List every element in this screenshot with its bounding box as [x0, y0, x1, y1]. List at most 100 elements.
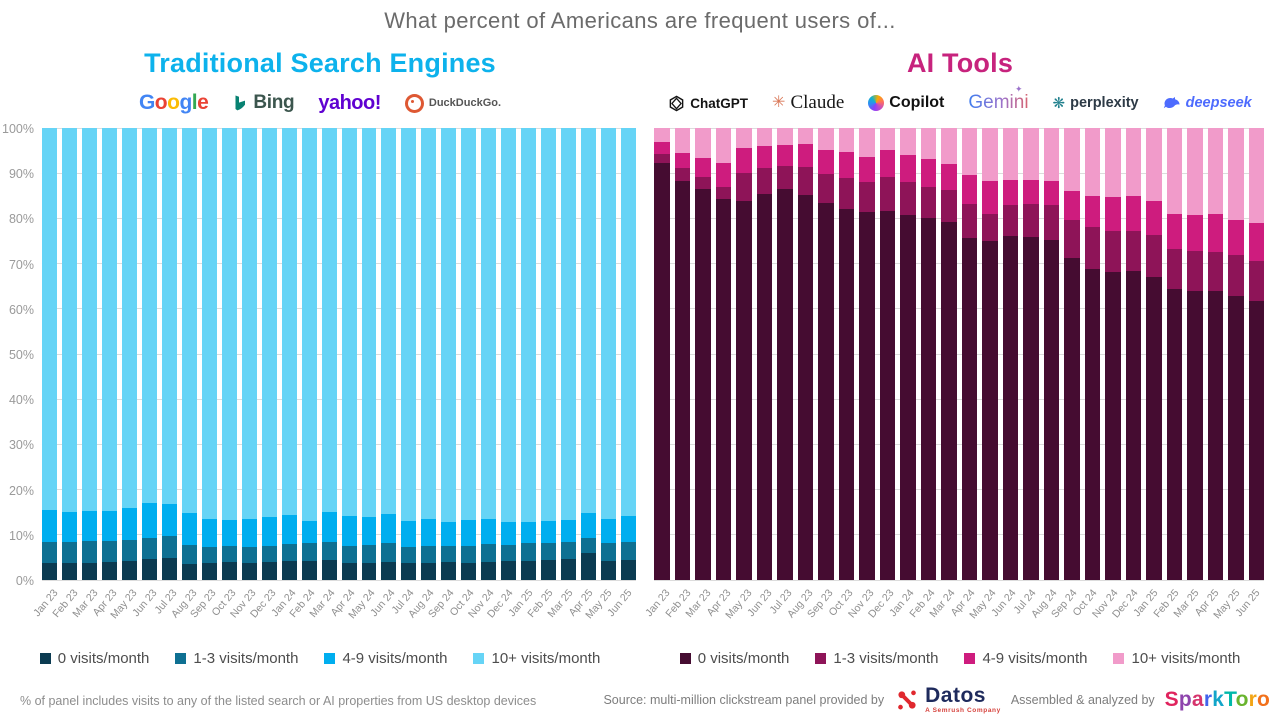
bar-segment[interactable]: [241, 519, 257, 547]
bar-segment[interactable]: [1043, 204, 1059, 241]
bar-segment[interactable]: [838, 128, 854, 153]
stacked-bar-May-24[interactable]: [361, 128, 377, 580]
bar-segment[interactable]: [1228, 295, 1244, 580]
bar-segment[interactable]: [1228, 128, 1244, 221]
bar-segment[interactable]: [181, 564, 197, 580]
bar-segment[interactable]: [81, 540, 97, 563]
bar-segment[interactable]: [301, 520, 317, 544]
bar-segment[interactable]: [81, 562, 97, 580]
bar-segment[interactable]: [541, 560, 557, 580]
bar-segment[interactable]: [654, 142, 670, 155]
stacked-bar-Mar-25[interactable]: [1187, 128, 1203, 580]
bar-segment[interactable]: [241, 546, 257, 563]
bar-segment[interactable]: [561, 559, 577, 580]
bar-segment[interactable]: [481, 561, 497, 580]
bar-segment[interactable]: [1064, 257, 1080, 580]
bar-segment[interactable]: [181, 513, 197, 546]
bar-segment[interactable]: [920, 186, 936, 218]
bar-segment[interactable]: [1064, 220, 1080, 258]
bar-segment[interactable]: [501, 128, 517, 522]
stacked-bar-Apr-23[interactable]: [101, 128, 117, 580]
stacked-bar-Feb-25[interactable]: [1166, 128, 1182, 580]
stacked-bar-Aug-24[interactable]: [421, 128, 437, 580]
bar-segment[interactable]: [674, 180, 690, 580]
bar-segment[interactable]: [715, 128, 731, 164]
bar-segment[interactable]: [674, 168, 690, 181]
bar-segment[interactable]: [221, 519, 237, 547]
stacked-bar-Jun-24[interactable]: [1002, 128, 1018, 580]
bar-segment[interactable]: [695, 128, 711, 159]
bar-segment[interactable]: [818, 150, 834, 175]
bar-segment[interactable]: [81, 510, 97, 541]
bar-segment[interactable]: [321, 128, 337, 512]
bar-segment[interactable]: [341, 128, 357, 516]
bar-segment[interactable]: [859, 181, 875, 212]
bar-segment[interactable]: [941, 164, 957, 190]
stacked-bar-Sep-24[interactable]: [1064, 128, 1080, 580]
bar-segment[interactable]: [695, 189, 711, 580]
bar-segment[interactable]: [561, 541, 577, 560]
bar-segment[interactable]: [1023, 237, 1039, 580]
bar-segment[interactable]: [341, 546, 357, 564]
bar-segment[interactable]: [695, 158, 711, 177]
bar-segment[interactable]: [961, 203, 977, 239]
bar-segment[interactable]: [301, 561, 317, 580]
bar-segment[interactable]: [61, 563, 77, 580]
stacked-bar-Oct-24[interactable]: [1084, 128, 1100, 580]
bar-segment[interactable]: [261, 561, 277, 580]
bar-segment[interactable]: [736, 128, 752, 149]
bar-segment[interactable]: [381, 561, 397, 580]
stacked-bar-Jul-24[interactable]: [1023, 128, 1039, 580]
bar-segment[interactable]: [1043, 180, 1059, 205]
bar-segment[interactable]: [736, 173, 752, 201]
bar-segment[interactable]: [401, 563, 417, 580]
bar-segment[interactable]: [797, 144, 813, 167]
stacked-bar-Oct-23[interactable]: [221, 128, 237, 580]
bar-segment[interactable]: [674, 128, 690, 154]
stacked-bar-Apr-24[interactable]: [341, 128, 357, 580]
bar-segment[interactable]: [982, 128, 998, 181]
bar-segment[interactable]: [621, 541, 637, 561]
bar-segment[interactable]: [797, 194, 813, 580]
bar-segment[interactable]: [101, 128, 117, 512]
bar-segment[interactable]: [1187, 290, 1203, 580]
bar-segment[interactable]: [221, 128, 237, 520]
stacked-bar-Mar-23[interactable]: [81, 128, 97, 580]
bar-segment[interactable]: [561, 128, 577, 520]
bar-segment[interactable]: [777, 145, 793, 166]
bar-segment[interactable]: [141, 503, 157, 538]
bar-segment[interactable]: [756, 145, 772, 168]
bar-segment[interactable]: [161, 558, 177, 580]
bar-segment[interactable]: [818, 203, 834, 580]
bar-segment[interactable]: [1084, 269, 1100, 580]
stacked-bar-Feb-23[interactable]: [674, 128, 690, 580]
stacked-bar-Feb-24[interactable]: [920, 128, 936, 580]
bar-segment[interactable]: [1084, 128, 1100, 196]
bar-segment[interactable]: [879, 211, 895, 580]
bar-segment[interactable]: [581, 552, 597, 580]
bar-segment[interactable]: [401, 520, 417, 547]
bar-segment[interactable]: [1023, 180, 1039, 204]
bar-segment[interactable]: [1084, 226, 1100, 270]
bar-segment[interactable]: [838, 152, 854, 178]
bar-segment[interactable]: [1023, 203, 1039, 238]
bar-segment[interactable]: [674, 153, 690, 169]
bar-segment[interactable]: [961, 238, 977, 580]
bar-segment[interactable]: [1105, 196, 1121, 232]
bar-segment[interactable]: [695, 176, 711, 190]
bar-segment[interactable]: [1002, 128, 1018, 180]
stacked-bar-Apr-25[interactable]: [581, 128, 597, 580]
bar-segment[interactable]: [441, 521, 457, 546]
bar-segment[interactable]: [341, 515, 357, 547]
bar-segment[interactable]: [818, 174, 834, 204]
bar-segment[interactable]: [101, 541, 117, 563]
bar-segment[interactable]: [941, 128, 957, 165]
bar-segment[interactable]: [141, 537, 157, 560]
bar-segment[interactable]: [361, 128, 377, 518]
bar-segment[interactable]: [756, 193, 772, 580]
bar-segment[interactable]: [961, 175, 977, 204]
bar-segment[interactable]: [621, 515, 637, 542]
bar-segment[interactable]: [1248, 128, 1264, 223]
bar-segment[interactable]: [281, 561, 297, 580]
bar-segment[interactable]: [461, 546, 477, 563]
